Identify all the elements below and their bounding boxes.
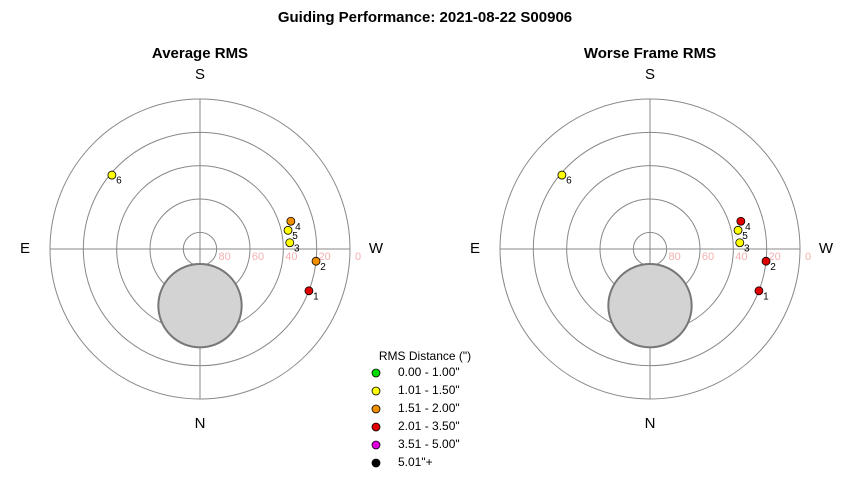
direction-label: W [369,240,384,257]
legend-label: 1.51 - 2.00" [398,401,460,415]
point-label: 4 [295,222,301,233]
legend-marker [371,458,381,468]
legend-title: RMS Distance (") [379,349,471,363]
point [735,238,745,248]
point-label: 2 [320,262,326,273]
point [107,170,117,180]
legend-marker [371,404,381,414]
point-label: 1 [313,291,319,302]
legend-marker [371,422,381,432]
legend-label: 0.00 - 1.00" [398,365,460,379]
legend-label: 3.51 - 5.00" [398,437,460,451]
point-label: 4 [745,222,751,233]
point [761,256,771,266]
moon [157,263,243,349]
legend-marker [371,368,381,378]
r-tick-label: 0 [805,251,811,263]
direction-label: E [20,240,30,257]
r-tick-label: 20 [319,251,331,263]
r-tick-label: 0 [355,251,361,263]
grid-ring [499,98,801,400]
r-tick-label: 40 [285,251,297,263]
point [754,286,764,296]
point [311,256,321,266]
point [286,216,296,226]
point-label: 2 [770,262,776,273]
grid-ring [49,98,351,400]
r-tick-label: 80 [219,251,231,263]
point [736,216,746,226]
r-tick-label: 20 [769,251,781,263]
subplot-title: Worse Frame RMS [584,45,716,62]
point [557,170,567,180]
moon [607,263,693,349]
legend-label: 5.01"+ [398,455,433,469]
point [285,238,295,248]
point-label: 5 [742,231,748,242]
direction-label: N [195,415,206,432]
r-tick-label: 60 [702,251,714,263]
point [304,286,314,296]
chart-title: Guiding Performance: 2021-08-22 S00906 [278,9,572,26]
direction-label: E [470,240,480,257]
r-tick-label: 40 [735,251,747,263]
point-label: 6 [566,176,572,187]
direction-label: W [819,240,834,257]
direction-label: S [195,66,205,83]
point-label: 3 [744,243,750,254]
legend-marker [371,386,381,396]
grid-ring [532,131,768,367]
point-label: 3 [294,243,300,254]
point-label: 5 [292,231,298,242]
legend-label: 2.01 - 3.50" [398,419,460,433]
r-tick-label: 80 [669,251,681,263]
legend-label: 1.01 - 1.50" [398,383,460,397]
point [283,225,293,235]
direction-label: N [645,415,656,432]
legend-marker [371,440,381,450]
point [733,225,743,235]
direction-label: S [645,66,655,83]
subplot-title: Average RMS [152,45,248,62]
r-tick-label: 60 [252,251,264,263]
point-label: 6 [116,176,122,187]
point-label: 1 [763,291,769,302]
grid-ring [82,131,318,367]
